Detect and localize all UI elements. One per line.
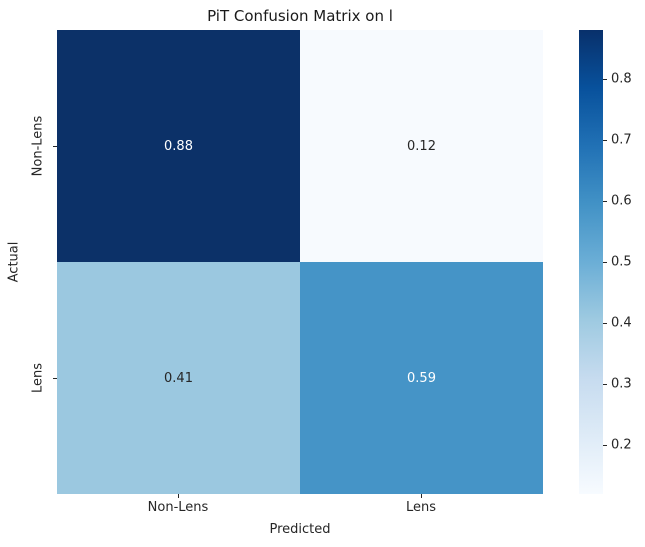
colorbar-tick-label-0.8: 0.8 [611,71,632,87]
heatmap-cell-lens-lens: 0.59 [300,262,543,494]
colorbar-tick-mark-0.3 [603,384,607,386]
colorbar-tick-label-0.3: 0.3 [611,376,632,392]
heatmap-cell-non-lens-non-lens: 0.88 [57,30,300,262]
x-tick-label-lens: Lens [405,500,437,515]
x-tick-label-non-lens: Non-Lens [147,500,209,515]
heatmap-grid: 0.88 0.12 0.41 0.59 [57,30,543,494]
y-tick-mark-non-lens [53,146,57,147]
chart-title: PiT Confusion Matrix on l [207,7,393,25]
colorbar-tick-label-0.5: 0.5 [611,254,632,270]
y-tick-mark-lens [53,378,57,379]
y-tick-label-non-lens: Non-Lens [30,115,46,177]
colorbar-tick-mark-0.7 [603,139,607,141]
heatmap-cell-non-lens-lens: 0.12 [300,30,543,262]
x-tick-mark-non-lens [178,494,179,498]
colorbar-tick-mark-0.5 [603,262,607,263]
colorbar-tick-label-0.2: 0.2 [611,437,632,453]
colorbar-tick-mark-0.8 [603,78,607,80]
y-axis-label: Actual [6,241,22,283]
heatmap-cell-lens-non-lens: 0.41 [57,262,300,494]
colorbar [579,30,603,494]
y-tick-label-lens: Lens [30,362,46,394]
x-axis-label: Predicted [269,522,331,537]
colorbar-tick-mark-0.2 [603,445,607,447]
colorbar-tick-label-0.4: 0.4 [611,315,632,331]
colorbar-tick-label-0.7: 0.7 [611,132,632,148]
colorbar-tick-mark-0.6 [603,200,607,202]
colorbar-tick-mark-0.4 [603,323,607,325]
x-tick-mark-lens [421,494,422,498]
colorbar-tick-label-0.6: 0.6 [611,193,632,209]
